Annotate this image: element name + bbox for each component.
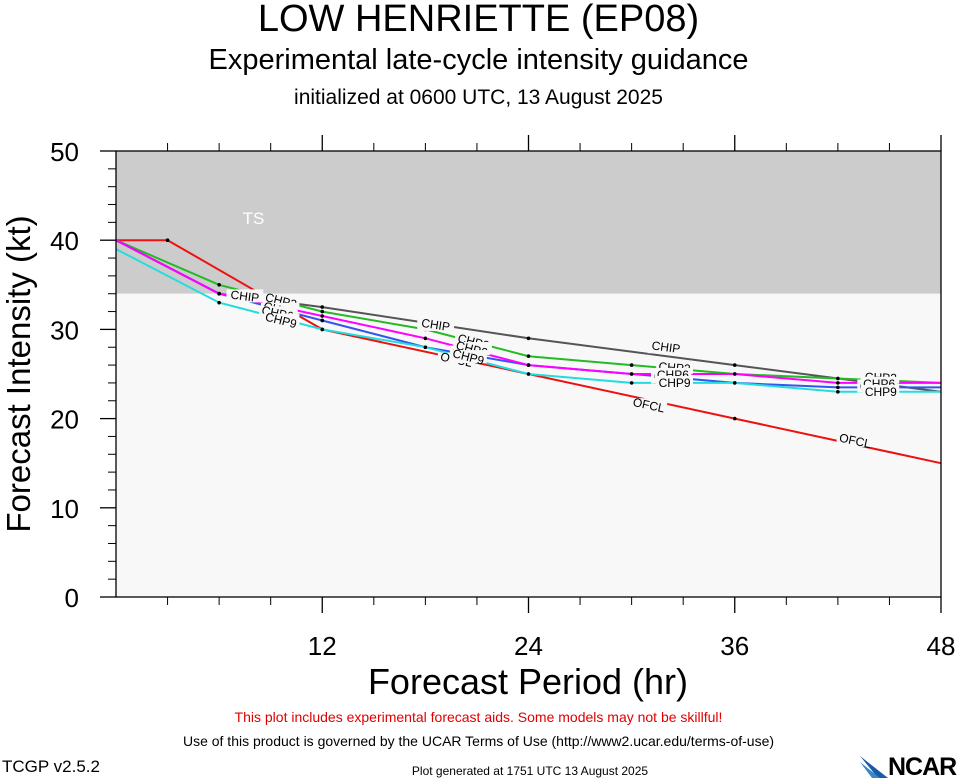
y-tick-label: 40 [50, 226, 79, 256]
series-point-chp2 [217, 283, 221, 287]
series-label-ofcl: OFCL [838, 431, 873, 452]
ncar-logo-text: NCAR [888, 753, 957, 781]
series-label-chip: CHIP [651, 338, 681, 356]
y-tick-label: 20 [50, 405, 79, 435]
series-point-chp4 [320, 318, 325, 323]
x-axis-title: Forecast Period (hr) [368, 661, 688, 702]
series-point-chp6 [732, 372, 737, 376]
y-tick-label: 50 [50, 137, 79, 167]
series-label-bg-ofcl [630, 398, 668, 412]
series-point-chip [732, 363, 737, 367]
series-label-chip: CHIP [230, 288, 260, 306]
series-point-chp6 [320, 314, 325, 318]
series-label-bg-chip [226, 289, 264, 303]
series-point-chp9 [423, 345, 428, 350]
y-axis-title: Forecast Intensity (kt) [0, 215, 37, 532]
series-point-chp6 [423, 336, 428, 341]
series-label-chp9: CHP9 [865, 385, 897, 399]
series-point-chp9 [732, 381, 737, 385]
series-label-bg-chp9 [862, 384, 900, 398]
y-tick-label: 0 [65, 583, 79, 613]
series-point-chp4 [836, 385, 840, 390]
chart-title: LOW HENRIETTE (EP08) [257, 0, 700, 40]
init-time-line: initialized at 0600 UTC, 13 August 2025 [294, 86, 663, 109]
series-point-chp6 [217, 291, 221, 296]
terms-of-use: Use of this product is governed by the U… [182, 733, 775, 749]
x-tick-label: 36 [720, 631, 749, 661]
ncar-swoosh-icon [860, 756, 888, 778]
series-point-chp9 [526, 372, 531, 376]
series-point-chp2 [526, 354, 531, 358]
series-label-chp9: CHP9 [659, 376, 691, 390]
y-tick-label: 30 [50, 315, 79, 345]
series-point-chp9 [836, 390, 840, 394]
intensity-band-0 [116, 151, 941, 294]
series-point-chp6 [526, 363, 531, 367]
series-label-bg-chip [647, 340, 685, 354]
series-label-ofcl: OFCL [632, 395, 667, 416]
series-label-chip: CHIP [420, 316, 450, 334]
experimental-warning: This plot includes experimental forecast… [234, 709, 723, 725]
ncar-logo: NCAR [858, 752, 957, 781]
intensity-band-1 [116, 293, 941, 597]
series-label-bg-chp9 [449, 350, 487, 364]
series-label-bg-ofcl [836, 433, 874, 447]
series-point-chp9 [217, 300, 221, 305]
series-point-chip [320, 305, 325, 309]
series-point-ofcl [165, 238, 170, 242]
y-tick-label: 10 [50, 494, 79, 524]
series-point-chp9 [320, 327, 325, 332]
series-point-ofcl [732, 416, 737, 421]
x-tick-label: 24 [514, 631, 543, 661]
series-line-ofcl [116, 239, 942, 465]
series-point-chip [526, 336, 531, 341]
generated-time: Plot generated at 1751 UTC 13 August 202… [411, 764, 649, 778]
series-point-chp2 [320, 309, 325, 314]
series-label-bg-chp9 [656, 375, 693, 389]
series-point-chp2 [836, 376, 840, 381]
series-point-chp9 [629, 381, 634, 385]
series-point-chp2 [629, 363, 634, 367]
series-label-bg-chp9 [262, 313, 300, 327]
x-tick-label: 12 [308, 631, 337, 661]
series-label-bg-chip [417, 317, 455, 331]
intensity-chart: TS OFCLOFCLOFCLCHIPCHIPCHIPCHP2CHP2CHP2C… [0, 135, 956, 702]
band-label-0: TS [243, 209, 265, 228]
version-label: TCGP v2.5.2 [2, 757, 100, 776]
x-tick-label: 48 [927, 631, 956, 661]
series-point-chp6 [836, 381, 840, 385]
chart-subtitle: Experimental late-cycle intensity guidan… [208, 44, 749, 76]
series-point-chp6 [629, 372, 634, 376]
